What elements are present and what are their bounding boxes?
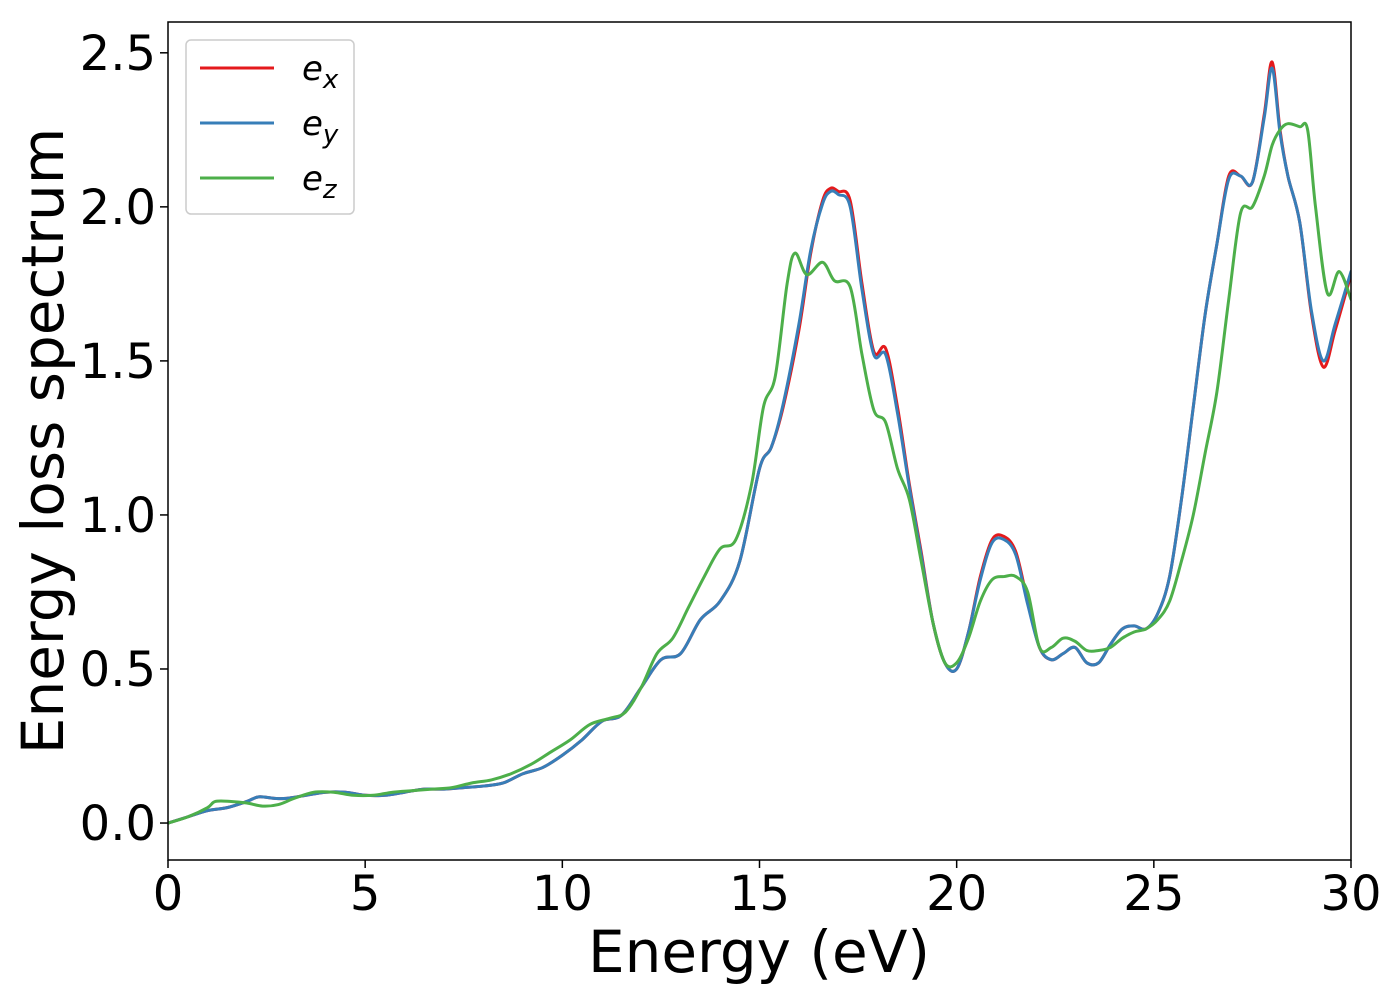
y-tick-label: 2.5 [80,26,156,82]
axis-ticks: 0 5 10 15 20 25 30 0.0 0.5 1.0 1.5 2.0 2.5 [80,26,1382,922]
legend-label-base: e [302,104,323,144]
x-tick-label: 25 [1123,866,1184,922]
y-tick-label: 0.0 [80,796,156,852]
legend-label-subscript: x [322,65,339,95]
plot-frame [167,21,1352,861]
legend-label-subscript: y [322,120,339,150]
legend-box [185,39,355,215]
series-lines [168,60,1351,825]
x-tick-label: 10 [532,866,593,922]
legend-label-subscript: z [322,175,338,205]
y-tick-label: 1.0 [80,488,156,544]
x-tick-label: 30 [1320,866,1381,922]
x-tick-label: 15 [729,866,790,922]
y-tick-label: 2.0 [80,180,156,236]
legend-label-base: e [302,159,323,199]
legend-label-y: ey [302,104,339,150]
x-tick-label: 5 [350,866,381,922]
series-line-z [168,121,1351,825]
x-tick-label: 20 [926,866,987,922]
legend-label-z: ez [302,159,338,205]
legend-label-x: ex [302,49,339,95]
x-axis-title: Energy (eV) [588,918,930,986]
y-tick-label: 0.5 [80,642,156,698]
y-axis-title: Energy loss spectrum [9,128,77,754]
y-tick-label: 1.5 [80,334,156,390]
x-tick-label: 0 [153,866,184,922]
legend-label-base: e [302,49,323,89]
